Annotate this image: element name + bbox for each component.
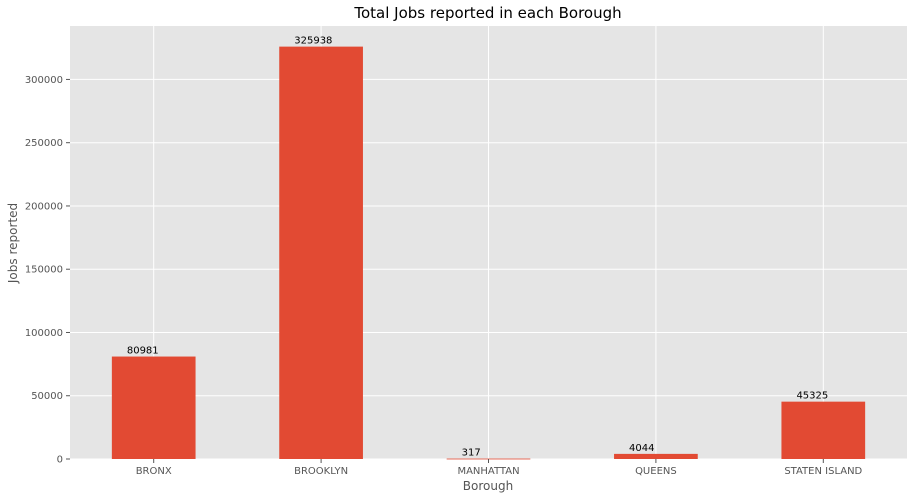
x-tick-label: QUEENS (635, 466, 677, 477)
y-tick-label: 200000 (25, 201, 63, 212)
y-tick-label: 150000 (25, 265, 63, 276)
x-tick-label: STATEN ISLAND (784, 466, 862, 477)
x-tick-label: BROOKLYN (294, 466, 348, 477)
data-label: 325938 (294, 36, 332, 47)
x-tick-label: BRONX (136, 466, 172, 477)
data-label: 80981 (127, 346, 159, 357)
data-labels: 80981 325938 317 4044 45325 (127, 36, 828, 459)
data-label: 4044 (629, 443, 654, 454)
data-label: 317 (462, 448, 481, 459)
y-tick-label: 50000 (31, 391, 63, 402)
y-tick-label: 0 (57, 455, 63, 466)
bars (111, 46, 866, 460)
y-axis-ticks: 0 50000 100000 150000 200000 250000 300000 (25, 75, 70, 466)
y-tick-label: 100000 (25, 328, 63, 339)
bar-brooklyn (279, 46, 363, 459)
y-axis-label: Jobs reported (6, 203, 20, 284)
x-tick-label: MANHATTAN (457, 466, 519, 477)
data-label: 45325 (796, 391, 828, 402)
bar-bronx (111, 356, 196, 459)
chart-title: Total Jobs reported in each Borough (353, 4, 621, 22)
x-axis-ticks: BRONX BROOKLYN MANHATTAN QUEENS STATEN ISLAN… (136, 459, 863, 477)
bar-staten-island (781, 401, 866, 459)
bar-queens (614, 453, 698, 459)
y-tick-label: 300000 (25, 75, 63, 86)
bar-manhattan (446, 458, 531, 460)
y-tick-label: 250000 (25, 138, 63, 149)
x-axis-label: Borough (463, 479, 513, 493)
